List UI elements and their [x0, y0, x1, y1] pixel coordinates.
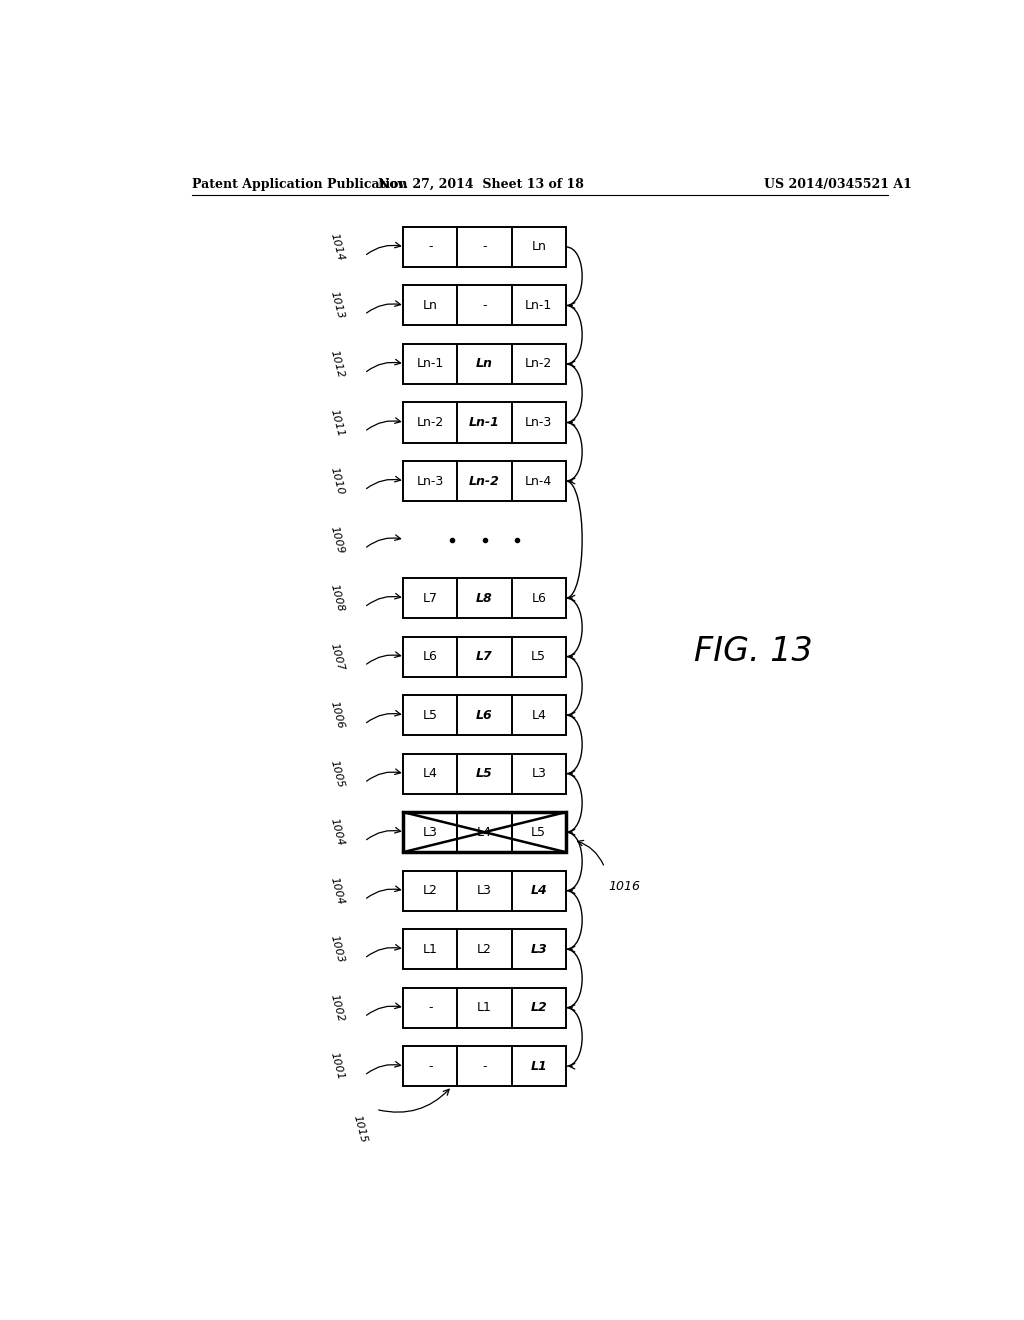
Bar: [403, 636, 566, 677]
Text: Patent Application Publication: Patent Application Publication: [191, 178, 408, 190]
Text: 1008: 1008: [329, 583, 346, 612]
Text: Ln: Ln: [476, 358, 493, 371]
Text: L7: L7: [423, 591, 437, 605]
Bar: [403, 578, 566, 618]
Text: -: -: [482, 240, 486, 253]
Bar: [403, 345, 566, 384]
Bar: [403, 871, 566, 911]
Text: L7: L7: [476, 649, 493, 663]
Text: Ln: Ln: [531, 240, 546, 253]
Text: 1016: 1016: [608, 880, 640, 894]
Text: L6: L6: [531, 591, 546, 605]
Text: Ln-2: Ln-2: [525, 358, 552, 371]
Bar: [403, 987, 566, 1028]
Text: L4: L4: [531, 709, 546, 722]
Text: FIG. 13: FIG. 13: [693, 635, 812, 668]
Text: Ln-3: Ln-3: [417, 474, 443, 487]
Text: L5: L5: [423, 709, 437, 722]
Text: -: -: [482, 298, 486, 312]
Text: L1: L1: [530, 1060, 547, 1073]
Text: Nov. 27, 2014  Sheet 13 of 18: Nov. 27, 2014 Sheet 13 of 18: [378, 178, 584, 190]
Text: -: -: [428, 1060, 432, 1073]
Text: L5: L5: [531, 649, 546, 663]
Text: L4: L4: [423, 767, 437, 780]
Text: L2: L2: [477, 942, 492, 956]
Text: 1004: 1004: [329, 817, 346, 847]
Text: 1003: 1003: [329, 935, 346, 964]
Text: L5: L5: [476, 767, 493, 780]
Text: L1: L1: [477, 1001, 492, 1014]
Text: 1010: 1010: [329, 466, 346, 496]
Text: L6: L6: [476, 709, 493, 722]
Text: 1007: 1007: [329, 642, 346, 672]
Text: L2: L2: [423, 884, 437, 898]
Text: 1004: 1004: [329, 875, 346, 906]
Bar: [403, 227, 566, 267]
Text: L1: L1: [423, 942, 437, 956]
Text: L4: L4: [477, 825, 492, 838]
Bar: [403, 754, 566, 793]
Text: 1005: 1005: [329, 759, 346, 788]
Text: L4: L4: [530, 884, 547, 898]
Text: L8: L8: [476, 591, 493, 605]
Text: L3: L3: [477, 884, 492, 898]
Text: L5: L5: [531, 825, 546, 838]
Text: Ln-1: Ln-1: [525, 298, 552, 312]
Text: US 2014/0345521 A1: US 2014/0345521 A1: [764, 178, 911, 190]
Bar: [403, 929, 566, 969]
Text: 1009: 1009: [329, 524, 346, 554]
Text: Ln-1: Ln-1: [417, 358, 443, 371]
Text: Ln-4: Ln-4: [525, 474, 552, 487]
Text: 1012: 1012: [329, 348, 346, 379]
Text: 1001: 1001: [329, 1051, 346, 1081]
Text: 1002: 1002: [329, 993, 346, 1023]
Text: Ln: Ln: [423, 298, 437, 312]
Text: L3: L3: [423, 825, 437, 838]
Text: -: -: [428, 1001, 432, 1014]
Text: 1013: 1013: [329, 290, 346, 321]
Text: -: -: [482, 1060, 486, 1073]
Text: 1006: 1006: [329, 700, 346, 730]
Bar: [403, 461, 566, 502]
Text: L6: L6: [423, 649, 437, 663]
Text: Ln-2: Ln-2: [417, 416, 443, 429]
Bar: [403, 285, 566, 326]
Text: Ln-1: Ln-1: [469, 416, 500, 429]
Bar: [403, 403, 566, 442]
Text: L3: L3: [531, 767, 546, 780]
Bar: [403, 1047, 566, 1086]
Bar: [403, 812, 566, 853]
Text: 1015: 1015: [352, 1114, 369, 1143]
Bar: [403, 812, 566, 853]
Text: L3: L3: [530, 942, 547, 956]
Text: Ln-3: Ln-3: [525, 416, 552, 429]
Text: 1011: 1011: [329, 408, 346, 437]
Text: -: -: [428, 240, 432, 253]
Bar: [403, 696, 566, 735]
Text: Ln-2: Ln-2: [469, 474, 500, 487]
Text: L2: L2: [530, 1001, 547, 1014]
Text: 1014: 1014: [329, 232, 346, 261]
